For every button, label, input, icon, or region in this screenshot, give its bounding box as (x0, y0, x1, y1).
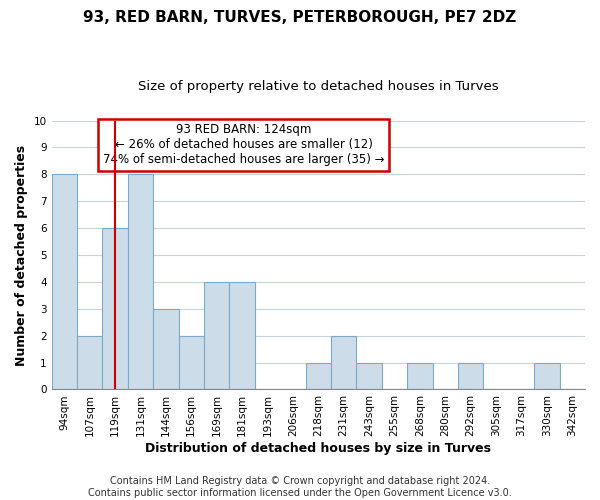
Text: 93 RED BARN: 124sqm
← 26% of detached houses are smaller (12)
74% of semi-detach: 93 RED BARN: 124sqm ← 26% of detached ho… (103, 123, 385, 166)
Title: Size of property relative to detached houses in Turves: Size of property relative to detached ho… (138, 80, 499, 93)
X-axis label: Distribution of detached houses by size in Turves: Distribution of detached houses by size … (145, 442, 491, 455)
Bar (128, 174, 153, 390)
Bar (103, 228, 128, 390)
Bar (331, 336, 356, 390)
Text: Contains HM Land Registry data © Crown copyright and database right 2024.
Contai: Contains HM Land Registry data © Crown c… (88, 476, 512, 498)
Bar (77, 336, 103, 390)
Bar (458, 362, 484, 390)
Bar (229, 282, 255, 390)
Bar (153, 309, 179, 390)
Bar (305, 362, 331, 390)
Bar (179, 336, 204, 390)
Text: 93, RED BARN, TURVES, PETERBOROUGH, PE7 2DZ: 93, RED BARN, TURVES, PETERBOROUGH, PE7 … (83, 10, 517, 25)
Bar (356, 362, 382, 390)
Bar (407, 362, 433, 390)
Bar (204, 282, 229, 390)
Y-axis label: Number of detached properties: Number of detached properties (15, 144, 28, 366)
Bar (52, 174, 77, 390)
Bar (534, 362, 560, 390)
